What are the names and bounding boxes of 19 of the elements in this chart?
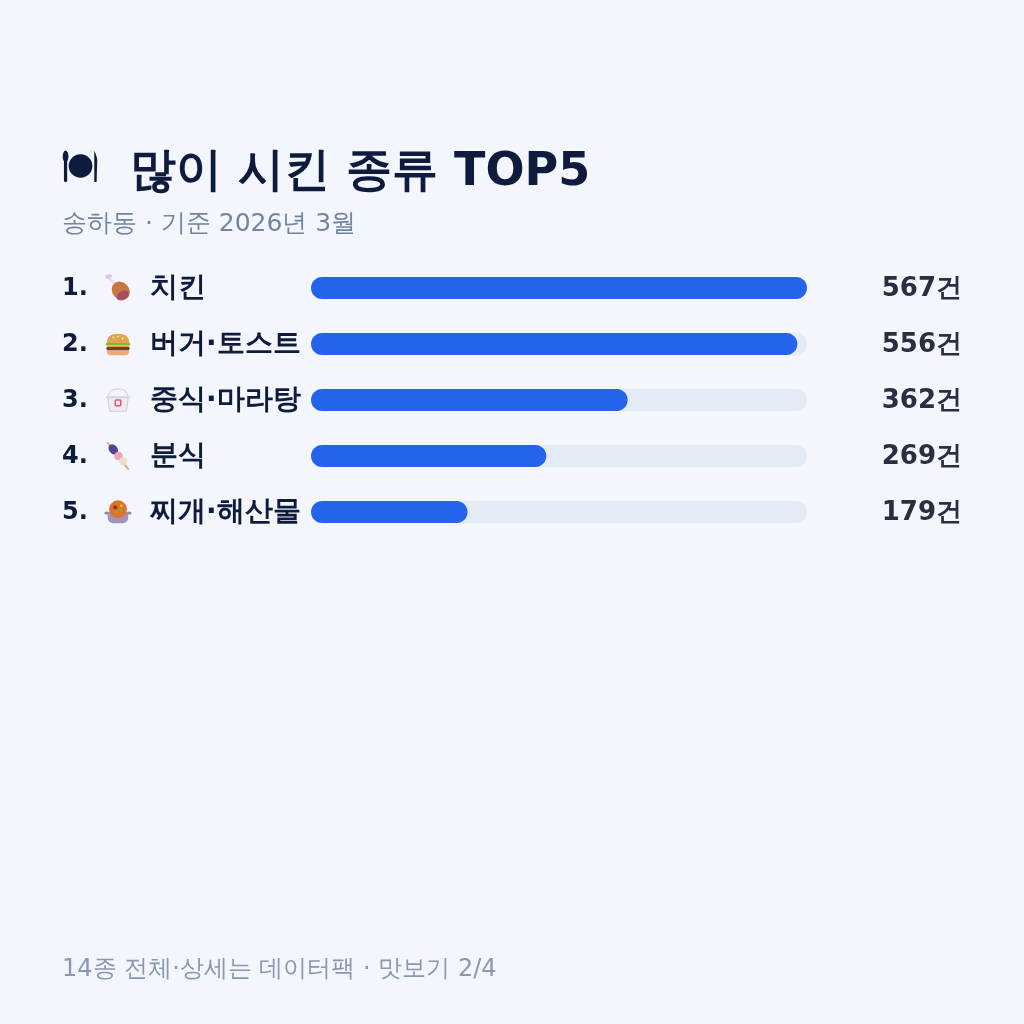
bar (311, 333, 798, 355)
data-label: 269건 (881, 440, 962, 470)
chart-title: 많이 시킨 종류 TOP5 (130, 142, 591, 196)
text: 5. (62, 497, 88, 525)
data-label: 179건 (881, 496, 962, 526)
text: 2. (62, 329, 88, 357)
chart-subtitle: 송하동 · 기준 2026년 3월 (62, 208, 357, 237)
text: 1. (62, 273, 88, 301)
y-tick-label: 분식 (150, 438, 206, 471)
data-label: 556건 (881, 328, 962, 358)
text: 4. (62, 441, 88, 469)
data-label: 362건 (881, 384, 962, 414)
text: 14종 전체·상세는 데이터팩 · 맛보기 2/4 (62, 954, 497, 982)
y-tick-label: 찌개·해산물 (149, 494, 301, 527)
y-tick-label: 버거·토스트 (150, 326, 301, 359)
data-label: 567건 (881, 272, 962, 302)
y-tick-label: 치킨 (150, 270, 206, 303)
text: 3. (62, 385, 88, 413)
y-tick-label: 중식·마라탕 (150, 382, 301, 415)
